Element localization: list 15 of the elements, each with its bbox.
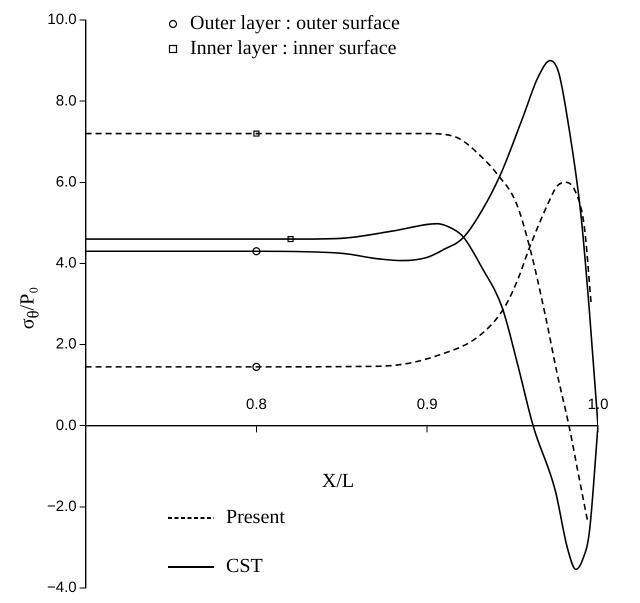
- legend-label: CST: [226, 555, 263, 578]
- y-tick-label: 2.0: [56, 336, 77, 353]
- legend-label: Present: [226, 506, 285, 529]
- y-tick-label: 6.0: [56, 173, 77, 190]
- x-axis-title: X/L: [322, 470, 354, 493]
- y-tick-label: 0.0: [56, 416, 77, 434]
- x-tick-label: 0.8: [246, 396, 267, 413]
- legend-label: Inner layer : inner surface: [190, 37, 397, 60]
- y-tick-label: 8.0: [56, 92, 77, 110]
- y-tick-label: 4.0: [56, 254, 77, 272]
- y-tick-label: −4.0: [46, 579, 77, 596]
- legend-label: Outer layer : outer surface: [190, 12, 400, 35]
- x-tick-label: 0.9: [416, 396, 438, 413]
- y-tick-label: −2.0: [46, 498, 77, 515]
- y-tick-label: 10.0: [47, 11, 77, 28]
